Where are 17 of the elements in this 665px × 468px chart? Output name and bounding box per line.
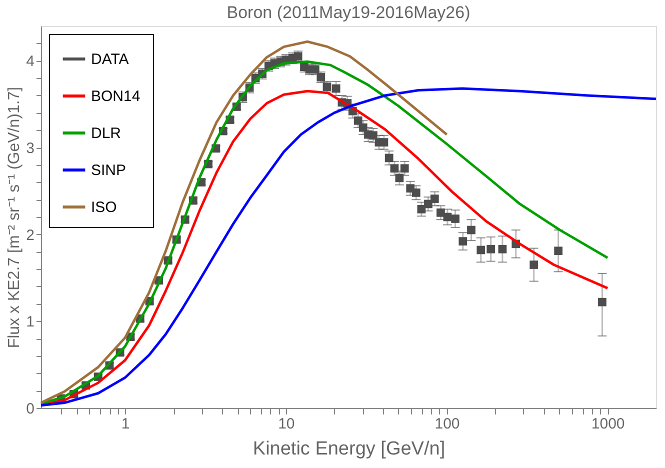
y-tick-label: 2 bbox=[26, 226, 34, 244]
legend-label: SINP bbox=[91, 162, 126, 179]
x-tick-label: 1000 bbox=[591, 416, 625, 432]
legend-label: BON14 bbox=[91, 88, 140, 105]
x-tick-label: 100 bbox=[434, 416, 460, 432]
x-axis-title: Kinetic Energy [GeV/n] bbox=[252, 438, 446, 460]
legend-label: DLR bbox=[91, 125, 122, 142]
y-tick-label: 3 bbox=[26, 140, 34, 158]
legend-label: DATA bbox=[91, 51, 129, 68]
x-tick-label: 1 bbox=[121, 416, 130, 432]
legend-label: ISO bbox=[91, 199, 117, 216]
y-tick-label: 1 bbox=[26, 314, 34, 331]
y-tick-label: 4 bbox=[26, 53, 34, 70]
x-tick-label: 10 bbox=[278, 416, 295, 432]
y-axis-title: Flux x KE2.7 [m⁻² sr⁻¹ s⁻¹ (GeV/n)1.7] bbox=[6, 86, 24, 348]
y-tick-label: 0 bbox=[26, 400, 34, 418]
chart-title: Boron (2011May19-2016May26) bbox=[226, 3, 470, 22]
